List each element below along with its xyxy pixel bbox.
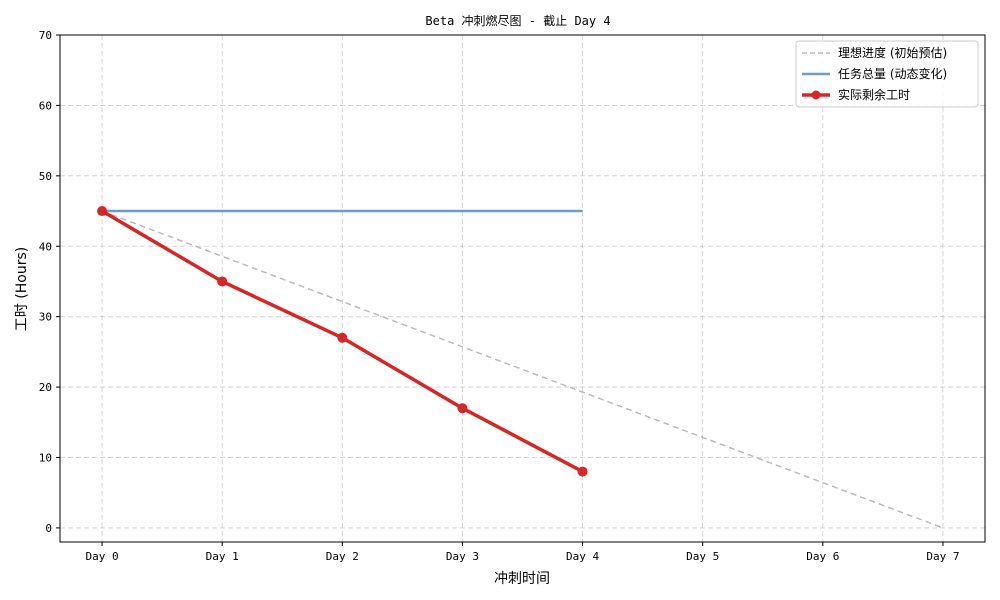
legend-box: [795, 40, 979, 108]
plot-frame: [59, 34, 986, 543]
data-point: [457, 403, 468, 414]
y-tick-label: 10: [39, 452, 52, 465]
x-tick-label: Day 0: [85, 550, 118, 563]
grid-lines: [60, 34, 985, 542]
y-tick-label: 20: [39, 381, 52, 394]
tick-layer: Day 0 Day 1 Day 2 Day 3 Day 4 Day 5 Day 6 Day 7…: [39, 29, 960, 563]
data-point: [217, 276, 228, 287]
x-tick-label: Day 6: [806, 550, 839, 563]
y-tick-label: 60: [39, 99, 52, 112]
y-tick-label: 0: [45, 522, 52, 535]
data-point: [577, 466, 588, 477]
legend: 理想进度 (初始预估) 任务总量 (动态变化) 实际剩余工时: [795, 40, 979, 108]
y-tick-label: 30: [39, 311, 52, 324]
x-tick-label: Day 7: [926, 550, 959, 563]
legend-marker: [811, 90, 821, 100]
x-tick-label: Day 1: [206, 550, 239, 563]
series-layer: [97, 206, 944, 529]
y-axis-label: 工时 (Hours): [14, 247, 30, 331]
data-point: [97, 206, 108, 217]
legend-label: 理想进度 (初始预估): [838, 45, 947, 60]
y-tick-label: 70: [39, 29, 52, 42]
x-tick-label: Day 3: [446, 550, 479, 563]
x-tick-label: Day 2: [326, 550, 359, 563]
y-tick-label: 50: [39, 170, 52, 183]
legend-label: 任务总量 (动态变化): [838, 66, 947, 81]
x-tick-label: Day 5: [686, 550, 719, 563]
data-point: [337, 332, 348, 343]
x-tick-label: Day 4: [566, 550, 599, 563]
legend-label: 实际剩余工时: [838, 87, 910, 102]
y-tick-label: 40: [39, 240, 52, 253]
x-axis-label: 冲刺时间: [494, 571, 550, 587]
chart-title: Beta 冲刺燃尽图 - 截止 Day 4: [425, 13, 610, 28]
series-line-0: [101, 210, 944, 529]
